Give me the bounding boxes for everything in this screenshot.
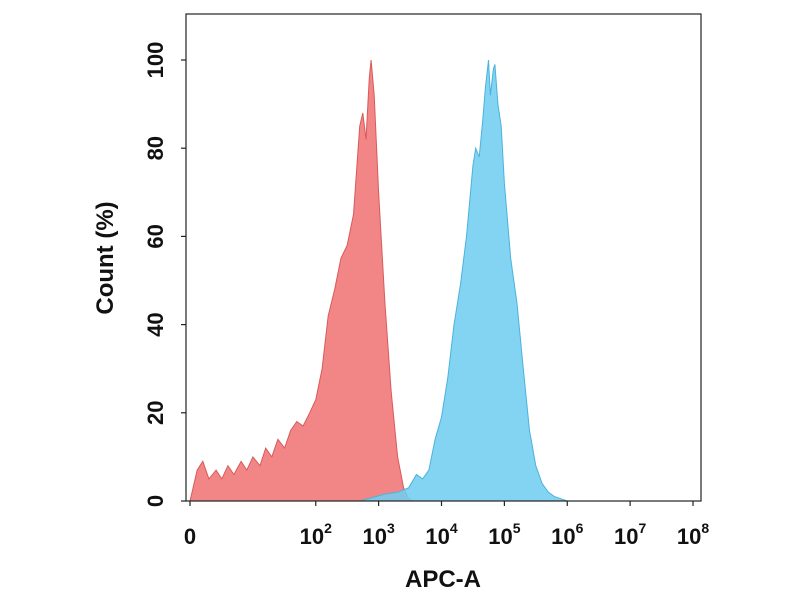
y-tick-label: 20 <box>143 401 168 425</box>
x-tick-label: 103 <box>362 520 394 549</box>
x-tick-label: 102 <box>300 520 332 549</box>
x-tick-label: 106 <box>551 520 583 549</box>
y-tick-label: 60 <box>143 224 168 248</box>
x-tick-label: 105 <box>488 520 520 549</box>
y-tick-label: 40 <box>143 312 168 336</box>
x-tick-label: 0 <box>184 524 196 549</box>
x-axis-ticks: 0 102 103 104 105 106 107 108 <box>184 501 709 549</box>
y-tick-label: 100 <box>143 42 168 79</box>
y-tick-label: 80 <box>143 136 168 160</box>
x-axis-label: APC-A <box>405 566 481 593</box>
x-tick-label: 107 <box>614 520 646 549</box>
histogram-series-1 <box>189 59 414 502</box>
histogram-series-2 <box>359 59 568 502</box>
plot-frame <box>185 13 702 502</box>
y-axis-label: Count (%) <box>92 201 119 314</box>
x-tick-label: 104 <box>425 520 457 549</box>
series-layer <box>189 59 568 502</box>
x-tick-label: 108 <box>677 520 709 549</box>
y-tick-label: 0 <box>143 495 168 507</box>
y-axis-ticks: 0 20 40 60 80 100 <box>143 42 186 507</box>
